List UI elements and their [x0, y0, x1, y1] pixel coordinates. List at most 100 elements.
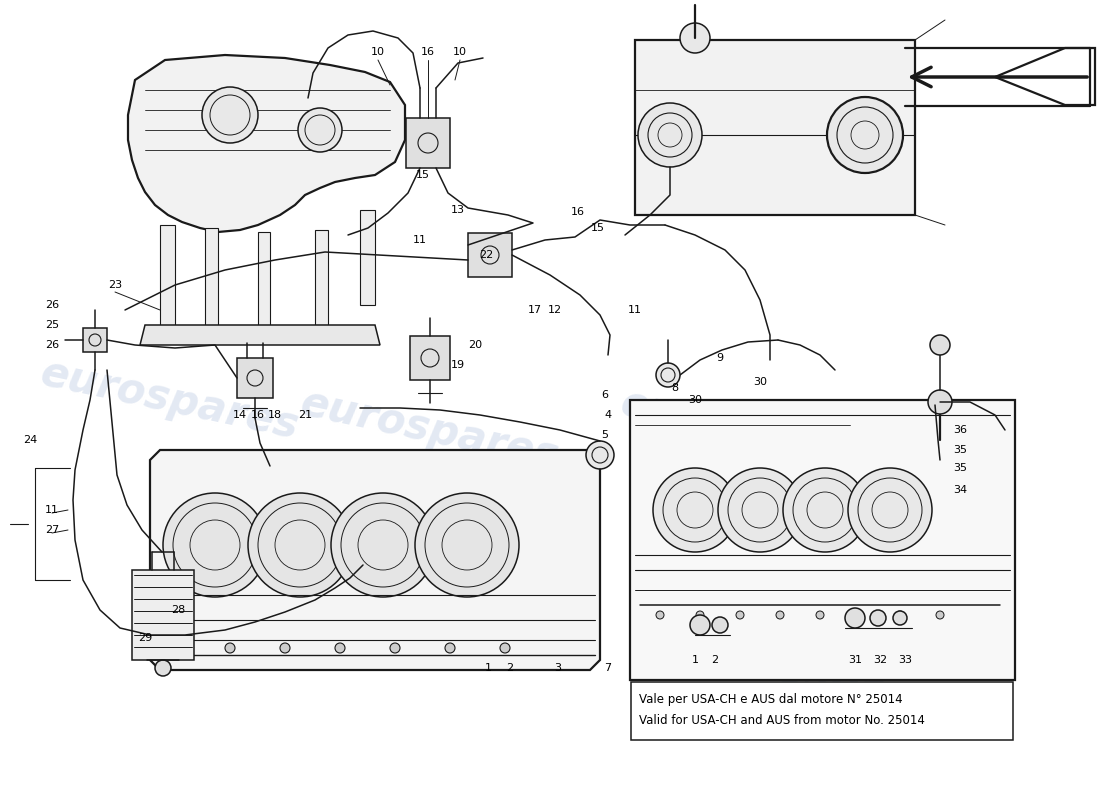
Circle shape [893, 611, 907, 625]
Text: 1: 1 [692, 655, 698, 665]
Circle shape [500, 643, 510, 653]
Circle shape [783, 468, 867, 552]
Text: 34: 34 [953, 485, 967, 495]
Text: 32: 32 [873, 655, 887, 665]
Text: eurospares: eurospares [37, 352, 304, 448]
Polygon shape [635, 40, 915, 215]
Text: 17: 17 [528, 305, 542, 315]
Text: 10: 10 [371, 47, 385, 57]
Text: 20: 20 [468, 340, 482, 350]
Text: 16: 16 [251, 410, 265, 420]
Circle shape [845, 608, 865, 628]
Text: 23: 23 [108, 280, 122, 290]
Polygon shape [630, 400, 1015, 680]
Polygon shape [631, 682, 1013, 740]
Text: 9: 9 [716, 353, 724, 363]
Text: 21: 21 [298, 410, 312, 420]
Circle shape [816, 611, 824, 619]
Polygon shape [160, 225, 175, 340]
Polygon shape [150, 450, 600, 670]
Text: 3: 3 [554, 663, 561, 673]
Text: 14: 14 [233, 410, 248, 420]
Polygon shape [82, 328, 107, 352]
Text: 18: 18 [268, 410, 282, 420]
Circle shape [331, 493, 434, 597]
Circle shape [736, 611, 744, 619]
Circle shape [653, 468, 737, 552]
Circle shape [827, 97, 903, 173]
Text: 35: 35 [953, 445, 967, 455]
Text: 30: 30 [754, 377, 767, 387]
Circle shape [248, 493, 352, 597]
Circle shape [712, 617, 728, 633]
Circle shape [690, 615, 710, 635]
Polygon shape [468, 233, 512, 277]
Text: eurospares: eurospares [297, 382, 563, 478]
Text: 1: 1 [484, 663, 492, 673]
Text: 8: 8 [671, 383, 679, 393]
Text: 36: 36 [953, 425, 967, 435]
Polygon shape [140, 325, 379, 345]
Polygon shape [996, 48, 1094, 105]
Text: 11: 11 [412, 235, 427, 245]
Circle shape [656, 363, 680, 387]
Circle shape [280, 643, 290, 653]
Text: 16: 16 [421, 47, 434, 57]
Text: 12: 12 [548, 305, 562, 315]
Circle shape [718, 468, 802, 552]
Polygon shape [258, 232, 270, 330]
Polygon shape [406, 118, 450, 168]
Text: 11: 11 [45, 505, 59, 515]
Circle shape [896, 611, 904, 619]
Text: Vale per USA-CH e AUS dal motore N° 25014: Vale per USA-CH e AUS dal motore N° 2501… [639, 694, 903, 706]
Polygon shape [236, 358, 273, 398]
Circle shape [586, 441, 614, 469]
Polygon shape [410, 336, 450, 380]
Circle shape [202, 87, 258, 143]
Text: 16: 16 [571, 207, 585, 217]
Circle shape [930, 335, 950, 355]
Text: 19: 19 [451, 360, 465, 370]
Circle shape [696, 611, 704, 619]
Text: 7: 7 [604, 663, 612, 673]
Circle shape [180, 643, 190, 653]
Text: 11: 11 [628, 305, 642, 315]
Text: 5: 5 [602, 430, 608, 440]
Text: 24: 24 [23, 435, 37, 445]
Circle shape [155, 660, 170, 676]
Text: 4: 4 [604, 410, 612, 420]
Circle shape [680, 23, 710, 53]
Polygon shape [132, 570, 194, 660]
Circle shape [336, 643, 345, 653]
Circle shape [415, 493, 519, 597]
Text: 15: 15 [416, 170, 430, 180]
Circle shape [446, 643, 455, 653]
Polygon shape [315, 230, 328, 325]
Text: 15: 15 [591, 223, 605, 233]
Text: 27: 27 [45, 525, 59, 535]
Text: eurospares: eurospares [697, 632, 964, 728]
Text: 2: 2 [506, 663, 514, 673]
Text: 29: 29 [138, 633, 152, 643]
Circle shape [928, 390, 952, 414]
Text: 25: 25 [45, 320, 59, 330]
Text: 28: 28 [170, 605, 185, 615]
Text: 6: 6 [602, 390, 608, 400]
Circle shape [936, 611, 944, 619]
Text: 30: 30 [688, 395, 702, 405]
Polygon shape [128, 55, 405, 232]
Text: 26: 26 [45, 300, 59, 310]
Circle shape [848, 468, 932, 552]
Circle shape [390, 643, 400, 653]
Text: 26: 26 [45, 340, 59, 350]
Text: 22: 22 [478, 250, 493, 260]
Text: eurospares: eurospares [617, 382, 883, 478]
Circle shape [870, 610, 886, 626]
Polygon shape [360, 210, 375, 305]
Circle shape [776, 611, 784, 619]
Circle shape [298, 108, 342, 152]
Text: Valid for USA-CH and AUS from motor No. 25014: Valid for USA-CH and AUS from motor No. … [639, 714, 925, 726]
Text: 10: 10 [453, 47, 468, 57]
Text: 2: 2 [712, 655, 718, 665]
Circle shape [656, 611, 664, 619]
